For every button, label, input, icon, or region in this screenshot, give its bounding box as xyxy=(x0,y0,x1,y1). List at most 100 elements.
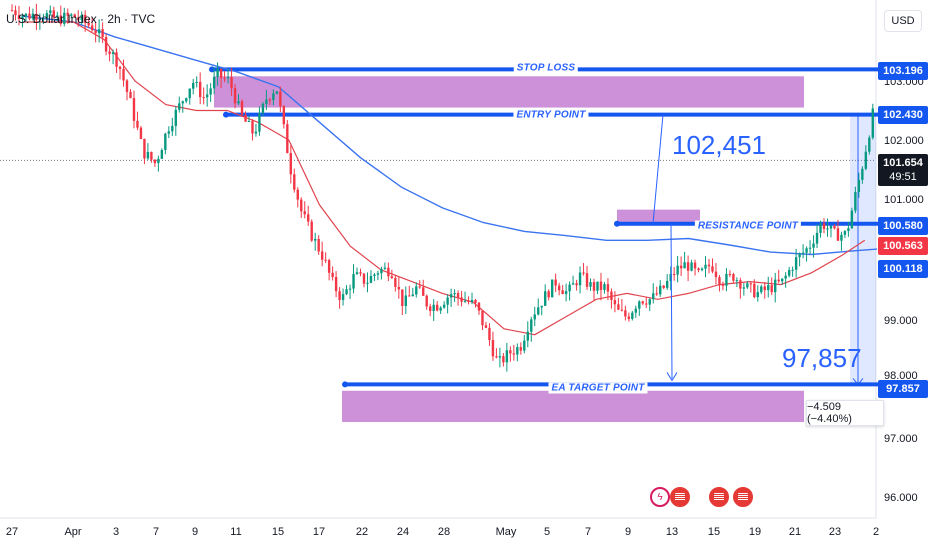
candle-body xyxy=(108,51,111,55)
candle-body xyxy=(770,285,773,293)
x-tick-label: May xyxy=(495,526,517,538)
candle-body xyxy=(659,285,662,295)
candle-body xyxy=(564,291,568,294)
candle-body xyxy=(568,284,571,292)
candle-body xyxy=(181,101,184,104)
candle-body xyxy=(157,158,160,164)
candle-body xyxy=(293,174,296,190)
chart-title: U.S. Dollar Index · 2h · TVC xyxy=(6,12,156,26)
y-tick-label: 102.000 xyxy=(884,135,924,147)
candle-body xyxy=(104,37,108,52)
candle-body xyxy=(289,153,292,175)
candle-body xyxy=(749,283,753,285)
candle-body xyxy=(73,14,76,18)
candle-body xyxy=(582,272,585,274)
candle-body xyxy=(676,265,679,275)
candle-body xyxy=(35,13,38,20)
entry-point-label: ENTRY POINT xyxy=(513,109,589,121)
candle-body xyxy=(711,266,714,272)
candle-body xyxy=(868,137,871,152)
us-flag-icon[interactable] xyxy=(709,487,729,507)
resistance-point-anchor xyxy=(614,220,620,227)
candle-body xyxy=(125,80,129,92)
candle-body xyxy=(21,16,24,20)
candle-body xyxy=(686,262,690,271)
candle-body xyxy=(854,191,857,211)
flash-icon[interactable]: ϟ xyxy=(650,487,670,507)
candle-body xyxy=(251,121,254,134)
candle-body xyxy=(449,294,453,298)
candle-body xyxy=(718,277,721,285)
candle-body xyxy=(401,289,404,306)
candle-body xyxy=(606,284,610,292)
candle-body xyxy=(380,268,383,274)
candle-body xyxy=(10,10,14,12)
target-zone xyxy=(342,390,804,423)
candle-body xyxy=(320,251,324,260)
candle-body xyxy=(42,18,45,20)
candle-body xyxy=(90,25,94,31)
candle-body xyxy=(212,76,216,89)
candle-body xyxy=(777,279,780,282)
us-flag-icon[interactable] xyxy=(733,487,753,507)
candle-body xyxy=(14,10,17,16)
candle-body xyxy=(432,304,435,311)
candle-body xyxy=(331,272,334,278)
x-tick-label: 7 xyxy=(152,526,160,538)
candle-body xyxy=(808,247,812,249)
candle-body xyxy=(519,347,523,351)
target-arrow-head xyxy=(666,372,678,382)
measure-readout: −4.509 (−4.40%) xyxy=(806,400,884,426)
y-tick-label: 101.000 xyxy=(884,194,924,206)
candle-body xyxy=(49,10,52,14)
candle-body xyxy=(376,273,380,275)
candle-body xyxy=(679,265,683,269)
candle-body xyxy=(819,223,822,233)
candle-body xyxy=(523,340,526,351)
candle-body xyxy=(690,262,693,271)
candle-body xyxy=(585,273,589,287)
candle-body xyxy=(648,299,651,305)
candle-body xyxy=(463,300,467,302)
candle-body xyxy=(655,293,658,295)
candle-body xyxy=(223,77,226,79)
entry-point-anchor xyxy=(223,111,229,118)
candle-body xyxy=(596,281,599,291)
candle-body xyxy=(307,214,310,222)
candle-body xyxy=(59,15,62,24)
candle-body xyxy=(422,287,425,296)
entry-price-tag: 102.430 xyxy=(878,106,928,124)
stop-loss-price-tag: 103.196 xyxy=(878,62,928,80)
candle-body xyxy=(530,319,533,332)
candle-body xyxy=(237,101,240,104)
candle-body xyxy=(435,304,439,311)
candle-body xyxy=(390,276,394,279)
currency-selector[interactable]: USD xyxy=(884,10,922,32)
candle-body xyxy=(97,29,101,34)
candle-body xyxy=(216,69,219,77)
candle-body xyxy=(850,210,854,229)
candle-body xyxy=(143,138,146,159)
x-tick-label: 17 xyxy=(312,526,326,538)
candle-body xyxy=(589,282,592,287)
candle-body xyxy=(139,127,143,139)
candle-body xyxy=(24,13,28,17)
candle-body xyxy=(864,151,868,169)
candle-body xyxy=(17,15,21,20)
candle-body xyxy=(815,232,819,244)
lower-value-annotation: 97,857 xyxy=(782,343,862,373)
ea-target-point-label: EA TARGET POINT xyxy=(548,382,648,394)
candle-body xyxy=(697,268,700,271)
us-flag-icon[interactable] xyxy=(670,487,690,507)
candle-body xyxy=(784,275,787,279)
candle-body xyxy=(669,274,672,282)
candle-body xyxy=(791,269,794,271)
candle-body xyxy=(111,52,115,55)
candle-body xyxy=(66,12,69,16)
candle-body xyxy=(345,289,348,295)
candle-body xyxy=(115,52,118,67)
candle-body xyxy=(38,18,42,20)
candle-body xyxy=(122,68,125,81)
candle-body xyxy=(638,301,641,309)
